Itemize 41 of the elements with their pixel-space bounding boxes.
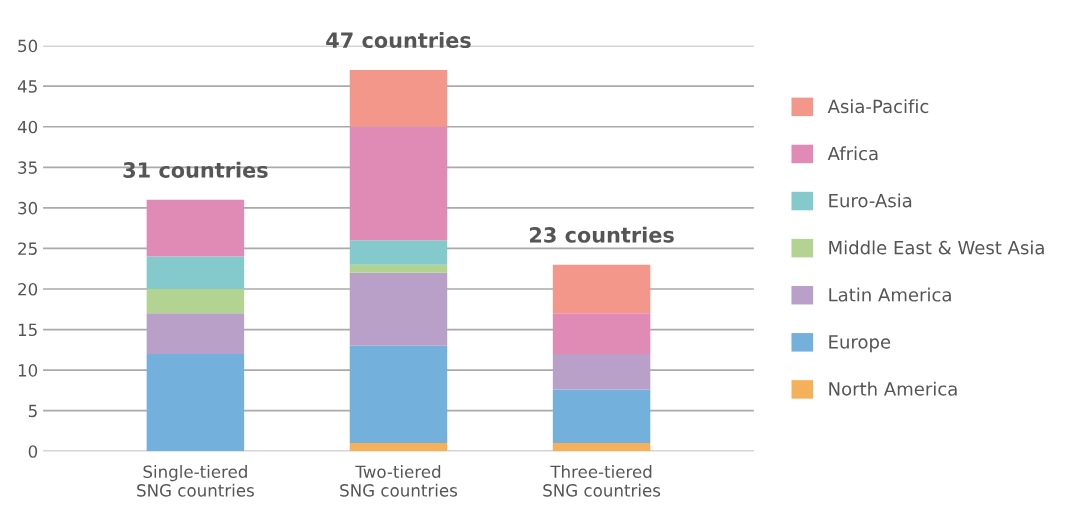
legend-label: Euro-Asia [829, 193, 912, 208]
y-tick-label: 35 [18, 161, 37, 174]
bar [349, 126, 448, 241]
legend-label: Asia-Pacific [827, 99, 929, 114]
bar [349, 69, 448, 127]
legend-label: Europe [829, 335, 891, 353]
x-tick-label: Two-tiered SNG countries [340, 465, 458, 497]
legend-label: North America [829, 381, 957, 396]
y-tick-label: 10 [18, 364, 38, 377]
y-tick-label: 30 [18, 201, 38, 215]
bar [349, 443, 448, 452]
bar [349, 272, 448, 346]
y-tick-label: 20 [18, 282, 38, 296]
y-tick-label: 5 [28, 404, 37, 418]
bar [146, 353, 245, 452]
bar [552, 443, 651, 452]
bar [552, 353, 651, 390]
y-tick-label: 0 [28, 445, 38, 458]
y-tick-label: 50 [18, 39, 38, 53]
bar [349, 240, 448, 265]
bar [146, 199, 245, 257]
bar [146, 288, 245, 314]
legend-label: Africa [827, 146, 878, 161]
y-tick-label: 25 [18, 242, 37, 255]
bar [552, 389, 651, 444]
bar [349, 345, 448, 444]
x-tick-label: Three-tiered SNG countries [543, 465, 661, 497]
y-tick-label: 40 [17, 120, 38, 134]
bar [552, 313, 651, 354]
bar [349, 264, 448, 273]
legend-label: Middle East & West Asia [829, 240, 1044, 255]
bar [552, 264, 651, 314]
total-label: 47 countries [326, 31, 471, 49]
legend-label: Latin America [829, 287, 951, 302]
bar [146, 256, 245, 289]
total-label: 31 countries [123, 161, 268, 178]
total-label: 23 countries [529, 226, 674, 243]
bar [146, 313, 245, 354]
y-tick-label: 45 [17, 80, 37, 93]
y-tick-label: 15 [18, 323, 37, 337]
x-tick-label: Single-tiered SNG countries [137, 465, 254, 497]
